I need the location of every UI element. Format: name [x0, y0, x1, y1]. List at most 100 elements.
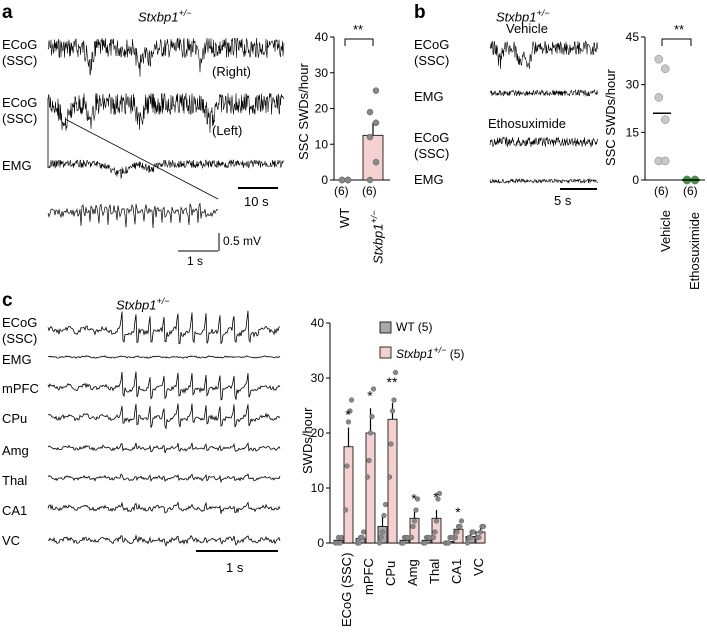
panel-c-trace-4 — [47, 442, 281, 454]
legend-wt-swatch — [379, 321, 392, 334]
panel-c-point — [370, 386, 377, 392]
panel-b-etho-emg-trace — [489, 177, 599, 184]
panel-c-point — [433, 518, 440, 524]
panel-c-point — [391, 397, 397, 403]
panel-b-chart-y-tick-label: 0 — [632, 173, 639, 187]
panel-b-scale-time: 5 s — [554, 193, 572, 208]
panel-a-scale-voltage: 0.5 mV — [223, 234, 262, 248]
panel-c-point — [411, 518, 418, 524]
panel-c-trace-vc: VC — [2, 533, 21, 548]
panel-a-chart-y-tick-label: 40 — [315, 30, 329, 44]
panel-a-ylabel: SSC SWDs/hour — [296, 63, 311, 160]
panel-c-significance: * — [367, 387, 373, 403]
panel-b-trace3-label: ECoG (SSC) — [414, 130, 450, 161]
panel-b-point — [660, 115, 670, 124]
panel-a-xlabel-wt: WT — [337, 207, 352, 228]
panel-c-trace-6 — [47, 501, 281, 514]
panel-b-genotype: Stxbp1+/− — [496, 8, 550, 25]
panel-c-point — [344, 463, 350, 469]
panel-c-point — [430, 534, 437, 541]
panel-c-point — [356, 540, 362, 546]
panel-b-point — [660, 64, 670, 74]
panel-a-ecog-left-trace — [47, 93, 285, 133]
panel-c-point — [467, 534, 474, 541]
panel-c-trace-thal: Thal — [2, 473, 28, 488]
panel-a-zoom-line — [64, 118, 219, 200]
panel-c-trace-2 — [47, 371, 281, 401]
panel-b-trace2-label: EMG — [414, 89, 444, 104]
panel-c-chart-y-tick-label: 20 — [311, 426, 325, 440]
panel-c-bar — [343, 446, 354, 544]
panel-c-trace-0 — [47, 310, 281, 345]
panel-b-ylabel: SSC SWDs/hour — [603, 69, 618, 166]
panel-a-chart-y-tick-label: 30 — [315, 66, 329, 80]
panel-c-point — [480, 523, 487, 530]
panel-b-point — [654, 54, 664, 64]
panel-c-chart-y-tick-label: 40 — [311, 316, 325, 330]
panel-b-xlabel-etho: Ethosuximide — [687, 211, 702, 290]
panel-c-trace-mpfc: mPFC — [2, 381, 39, 396]
panel-c-point — [392, 369, 399, 376]
panel-b-n-etho: (6) — [683, 184, 698, 198]
panel-b-xlabel-vehicle: Vehicle — [658, 210, 673, 252]
panel-c-trace-ecog: ECoG (SSC) — [2, 315, 38, 346]
panel-c-bar — [365, 432, 376, 544]
panel-b-chart-y-tick-label: 15 — [626, 125, 640, 139]
panel-c-significance: * — [433, 489, 439, 505]
panel-c-point — [381, 512, 387, 519]
panel-a-point — [344, 176, 352, 184]
panel-b-chart-y-tick-label: 45 — [626, 30, 640, 44]
panel-c-cat-mpfc: mPFC — [361, 558, 376, 595]
panel-a-left-label: (Left) — [212, 123, 243, 138]
legend-het-swatch — [379, 346, 392, 359]
panel-c-genotype: Stxbp1+/− — [116, 296, 170, 313]
panel-c-significance: ** — [387, 374, 398, 390]
panel-c-ylabel: SWDs/hour — [300, 407, 315, 474]
panel-b-n-vehicle: (6) — [654, 184, 669, 198]
panel-c-point — [378, 534, 384, 541]
panel-a-point — [372, 119, 380, 127]
panel-a-scale-inset-time: 1 s — [187, 254, 204, 268]
panel-a-xlabel-het: Stxbp1+/− — [369, 210, 386, 265]
panel-c-significance: * — [411, 491, 417, 507]
panel-c-chart-y-tick-label: 30 — [311, 371, 325, 385]
panel-c-point — [435, 496, 441, 502]
panel-c-point — [366, 457, 372, 464]
panel-b-trace1-label: ECoG (SSC) — [414, 37, 450, 68]
panel-c-point — [436, 490, 443, 497]
panel-b-ethosuximide-title: Ethosuximide — [488, 116, 567, 131]
panel-a-bar — [362, 134, 384, 181]
panel-b-vehicle-ecog-trace — [489, 40, 599, 70]
panel-a-point — [366, 133, 374, 141]
panel-c-point — [408, 534, 415, 541]
panel-c-point — [359, 534, 365, 541]
panel-b-trace4-label: EMG — [414, 172, 444, 187]
panel-c-letter: c — [2, 290, 13, 311]
panel-a-trace3-label: EMG — [2, 158, 32, 173]
panel-c-point — [470, 529, 477, 535]
panel-c-cat-cpu: CPu — [383, 560, 398, 586]
panel-a-inset-swd-trace — [47, 203, 219, 229]
panel-c-point — [388, 441, 394, 447]
panel-b-chart-y-tick-label: 30 — [626, 78, 640, 92]
panel-b-point — [654, 93, 664, 102]
panel-c-scale-time: 1 s — [226, 560, 244, 575]
panel-c-point — [337, 540, 343, 546]
panel-b-vehicle-title: Vehicle — [506, 21, 548, 36]
panel-c-point — [457, 523, 463, 530]
panel-c-point — [345, 419, 352, 425]
panel-a-point — [366, 176, 374, 184]
panel-a-trace1-label: ECoG (SSC) — [2, 37, 38, 68]
panel-c-point — [452, 534, 459, 541]
panel-c-point — [400, 540, 406, 546]
panel-c-trace-cpu: CPu — [2, 411, 28, 426]
panel-c-point — [369, 413, 375, 420]
panel-c-point — [376, 540, 383, 546]
panel-c-cat-thal: Thal — [427, 558, 442, 584]
panel-c-point — [432, 529, 438, 535]
panel-c-point — [410, 523, 416, 530]
panel-a-ecog-right-trace — [47, 37, 285, 77]
panel-c-point — [379, 529, 386, 535]
panel-c-trace-1 — [47, 355, 281, 359]
panel-a-right-label: (Right) — [212, 64, 252, 79]
